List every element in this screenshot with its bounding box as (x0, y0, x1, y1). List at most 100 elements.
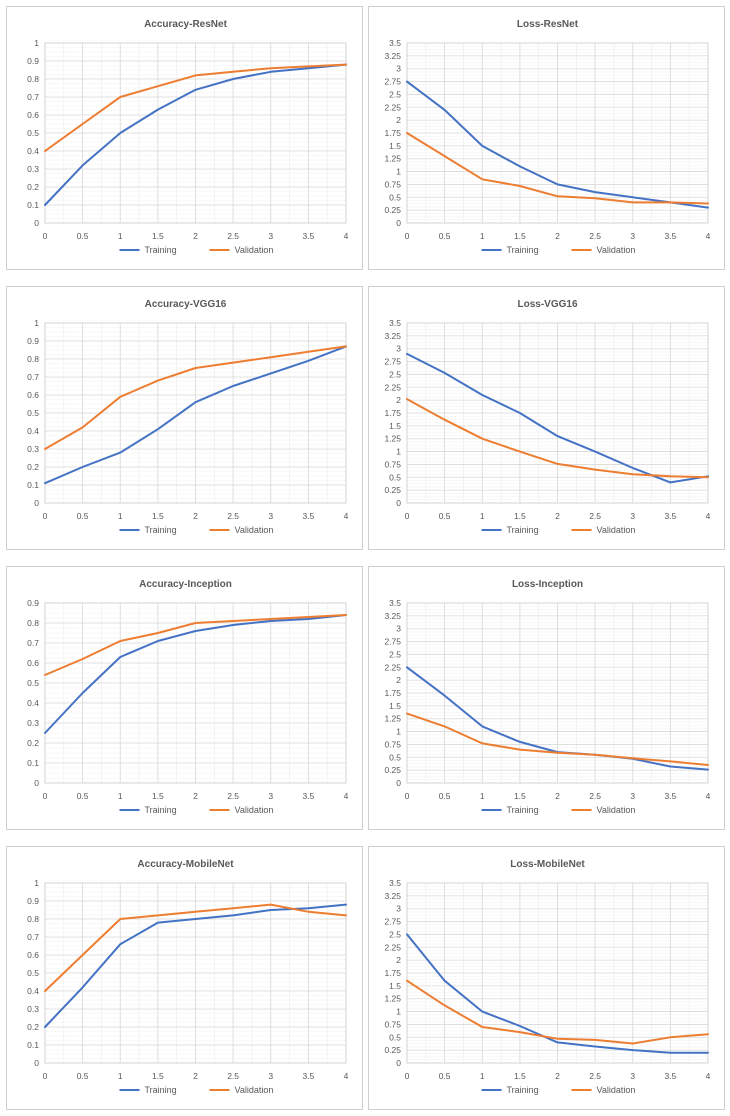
y-tick-label: 3.5 (389, 878, 401, 888)
y-tick-label: 0.5 (389, 472, 401, 482)
y-tick-label: 0.5 (27, 128, 39, 138)
chart-title: Accuracy-Inception (139, 579, 232, 590)
chart-title: Accuracy-ResNet (144, 19, 227, 30)
y-tick-label: 1.5 (389, 421, 401, 431)
plot-area (44, 322, 347, 504)
plot-area (406, 322, 709, 504)
x-tick-label: 1.5 (514, 791, 526, 801)
y-tick-label: 0.6 (27, 950, 39, 960)
y-tick-label: 2.25 (384, 942, 401, 952)
x-tick-label: 4 (344, 791, 349, 801)
y-tick-label: 2 (396, 395, 401, 405)
y-tick-label: 0.7 (27, 92, 39, 102)
x-tick-label: 2 (193, 791, 198, 801)
y-tick-label: 1 (396, 727, 401, 737)
y-tick-label: 2 (396, 115, 401, 125)
x-tick-label: 3.5 (302, 511, 314, 521)
x-tick-label: 0.5 (77, 511, 89, 521)
legend-label-training: Training (145, 245, 177, 255)
y-tick-label: 0.5 (389, 752, 401, 762)
x-tick-label: 4 (706, 511, 711, 521)
x-tick-label: 0 (405, 1071, 410, 1081)
y-tick-label: 0.8 (27, 914, 39, 924)
legend-label-training: Training (145, 805, 177, 815)
x-tick-label: 2 (193, 1071, 198, 1081)
x-tick-label: 1 (118, 231, 123, 241)
x-tick-label: 0.5 (439, 791, 451, 801)
y-tick-label: 3 (396, 64, 401, 74)
x-tick-label: 1.5 (152, 511, 164, 521)
chart-title: Accuracy-VGG16 (145, 299, 227, 310)
x-tick-label: 1 (118, 511, 123, 521)
legend-label-training: Training (145, 525, 177, 535)
y-tick-label: 0.4 (27, 986, 39, 996)
y-tick-label: 3.5 (389, 598, 401, 608)
y-tick-label: 0.9 (27, 56, 39, 66)
x-tick-label: 2 (193, 511, 198, 521)
legend-label-training: Training (507, 1085, 539, 1095)
y-tick-label: 1.25 (384, 994, 401, 1004)
y-tick-label: 0 (34, 1058, 39, 1068)
y-tick-label: 0 (396, 778, 401, 788)
y-tick-label: 2.25 (384, 102, 401, 112)
y-tick-label: 0.3 (27, 718, 39, 728)
y-tick-label: 2.5 (389, 929, 401, 939)
y-tick-label: 0.1 (27, 200, 39, 210)
x-tick-label: 3 (630, 231, 635, 241)
plot-area (44, 42, 347, 224)
y-tick-label: 0.4 (27, 698, 39, 708)
chart-title: Loss-VGG16 (517, 299, 577, 310)
series-line-training (44, 345, 347, 485)
x-tick-label: 2.5 (227, 1071, 239, 1081)
x-tick-label: 0.5 (439, 1071, 451, 1081)
chart-title: Accuracy-MobileNet (137, 859, 234, 870)
y-tick-label: 1 (396, 167, 401, 177)
y-tick-label: 3 (396, 904, 401, 914)
x-tick-label: 0.5 (77, 791, 89, 801)
x-tick-label: 3.5 (664, 511, 676, 521)
y-tick-label: 1.25 (384, 434, 401, 444)
legend-label-validation: Validation (597, 245, 636, 255)
y-tick-label: 0.4 (27, 426, 39, 436)
y-tick-label: 0.6 (27, 658, 39, 668)
x-tick-label: 1 (118, 1071, 123, 1081)
chart-panel-loss-vgg16: Loss-VGG16 0 0.25 0.5 0.75 1 1.25 1.5 1.75 2 2.25 2… (368, 286, 725, 550)
y-tick-label: 3.25 (384, 891, 401, 901)
y-tick-label: 1.75 (384, 128, 401, 138)
x-tick-label: 3.5 (664, 791, 676, 801)
x-tick-label: 3.5 (664, 1071, 676, 1081)
plot-area (406, 882, 709, 1064)
legend-label-validation: Validation (597, 525, 636, 535)
series-line-validation (44, 63, 347, 152)
y-tick-label: 0.1 (27, 480, 39, 490)
x-tick-label: 1.5 (152, 231, 164, 241)
legend-label-validation: Validation (235, 805, 274, 815)
x-tick-label: 3 (630, 791, 635, 801)
x-tick-label: 1.5 (514, 231, 526, 241)
series-line-validation (44, 345, 347, 450)
y-tick-label: 0 (396, 218, 401, 228)
x-tick-label: 0 (43, 1071, 48, 1081)
y-tick-label: 2.25 (384, 662, 401, 672)
series-line-training (406, 352, 709, 484)
y-tick-label: 0.9 (27, 336, 39, 346)
x-tick-label: 2.5 (589, 231, 601, 241)
x-tick-label: 2.5 (227, 511, 239, 521)
legend-label-validation: Validation (597, 1085, 636, 1095)
y-tick-label: 1 (396, 1007, 401, 1017)
y-tick-label: 1 (396, 447, 401, 457)
series-line-validation (406, 398, 709, 479)
y-tick-label: 3.25 (384, 331, 401, 341)
plot-area (44, 882, 347, 1064)
y-tick-label: 0.6 (27, 110, 39, 120)
y-tick-label: 0.7 (27, 932, 39, 942)
x-tick-label: 2.5 (589, 791, 601, 801)
y-tick-label: 0.3 (27, 164, 39, 174)
y-tick-label: 2 (396, 675, 401, 685)
x-tick-label: 0 (405, 231, 410, 241)
y-tick-label: 1 (34, 38, 39, 48)
x-tick-label: 1 (480, 511, 485, 521)
y-tick-label: 3.5 (389, 318, 401, 328)
y-tick-label: 2 (396, 955, 401, 965)
x-tick-label: 2 (555, 511, 560, 521)
